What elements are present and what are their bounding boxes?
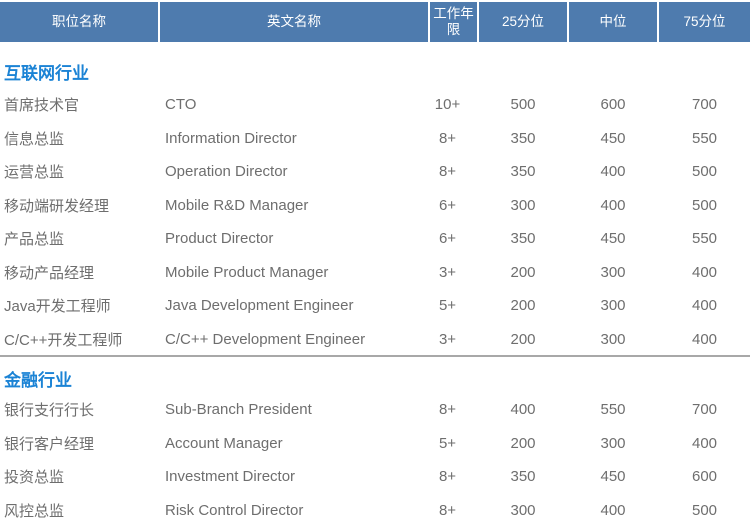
cell-median: 450 (600, 230, 626, 248)
cell-75th-percentile: 600 (691, 468, 718, 486)
cell-median: 300 (600, 330, 626, 348)
cell-work-years: 8+ (438, 501, 457, 519)
cell-work-years: 8+ (438, 401, 457, 419)
cell-work-years: 8+ (438, 129, 457, 147)
cell-75th-percentile: 500 (691, 501, 718, 519)
cell-median: 300 (600, 434, 626, 452)
table-row: 移动端研发经理 Mobile R&D Manager 6+ 300 400 50… (0, 189, 750, 223)
cell-25th-percentile: 400 (510, 401, 536, 419)
column-header-median: 中位 (569, 2, 657, 42)
cell-position-name: 首席技术官 (4, 97, 80, 115)
cell-25th-percentile: 200 (510, 330, 536, 348)
cell-work-years: 6+ (438, 196, 457, 214)
table-row: 银行客户经理 Account Manager 5+ 200 300 400 (0, 427, 750, 461)
cell-75th-percentile: 400 (691, 434, 718, 452)
table-header-row: 职位名称 英文名称 工作年限 25分位 中位 75分位 (0, 2, 750, 42)
cell-median: 600 (600, 96, 626, 114)
cell-25th-percentile: 200 (510, 263, 536, 281)
cell-25th-percentile: 350 (510, 230, 536, 248)
cell-median: 450 (600, 129, 626, 147)
section-title-finance-industry: 金融行业 (4, 371, 72, 390)
cell-work-years: 6+ (438, 230, 457, 248)
cell-english-name: Mobile Product Manager (165, 263, 329, 281)
cell-75th-percentile: 500 (691, 163, 718, 181)
cell-75th-percentile: 500 (691, 196, 718, 214)
table-row: 运营总监 Operation Director 8+ 350 400 500 (0, 155, 750, 189)
table-row: C/C++开发工程师 C/C++ Development Engineer 3+… (0, 323, 750, 357)
section-title-internet-industry: 互联网行业 (4, 64, 89, 83)
cell-75th-percentile: 550 (691, 129, 718, 147)
cell-median: 400 (600, 196, 626, 214)
cell-median: 450 (600, 468, 626, 486)
column-header-work-years: 工作年限 (430, 2, 477, 42)
cell-median: 400 (600, 501, 626, 519)
cell-25th-percentile: 500 (510, 96, 536, 114)
cell-position-name: 银行客户经理 (4, 435, 95, 453)
cell-75th-percentile: 550 (691, 230, 718, 248)
cell-25th-percentile: 350 (510, 468, 536, 486)
table-row: 首席技术官 CTO 10+ 500 600 700 (0, 88, 750, 122)
cell-median: 550 (600, 401, 626, 419)
table-row: 投资总监 Investment Director 8+ 350 450 600 (0, 460, 750, 494)
cell-position-name: 信息总监 (4, 130, 65, 148)
cell-75th-percentile: 700 (691, 96, 718, 114)
cell-position-name: 投资总监 (4, 469, 65, 487)
cell-position-name: 银行支行行长 (4, 402, 95, 420)
table-row: Java开发工程师 Java Development Engineer 5+ 2… (0, 289, 750, 323)
cell-position-name: 风控总监 (4, 502, 65, 520)
cell-25th-percentile: 200 (510, 434, 536, 452)
cell-english-name: Product Director (165, 230, 274, 248)
cell-median: 400 (600, 163, 626, 181)
cell-median: 300 (600, 263, 626, 281)
cell-75th-percentile: 700 (691, 401, 718, 419)
column-header-position-name: 职位名称 (0, 2, 158, 42)
internet-industry-rows: 首席技术官 CTO 10+ 500 600 700 信息总监 Informati… (0, 88, 750, 356)
cell-english-name: Investment Director (165, 468, 296, 486)
column-header-25th-percentile: 25分位 (479, 2, 567, 42)
cell-work-years: 10+ (434, 96, 461, 114)
cell-work-years: 8+ (438, 163, 457, 181)
section-divider-line (0, 355, 750, 357)
cell-english-name: Account Manager (165, 434, 283, 452)
cell-25th-percentile: 200 (510, 297, 536, 315)
cell-english-name: Sub-Branch President (165, 401, 312, 419)
cell-median: 300 (600, 297, 626, 315)
cell-75th-percentile: 400 (691, 330, 718, 348)
cell-position-name: 运营总监 (4, 164, 65, 182)
cell-75th-percentile: 400 (691, 263, 718, 281)
table-row: 银行支行行长 Sub-Branch President 8+ 400 550 7… (0, 393, 750, 427)
cell-25th-percentile: 300 (510, 196, 536, 214)
cell-work-years: 3+ (438, 263, 457, 281)
cell-english-name: CTO (165, 96, 197, 114)
table-row: 移动产品经理 Mobile Product Manager 3+ 200 300… (0, 256, 750, 290)
table-row: 风控总监 Risk Control Director 8+ 300 400 50… (0, 494, 750, 528)
finance-industry-rows: 银行支行行长 Sub-Branch President 8+ 400 550 7… (0, 393, 750, 527)
column-header-75th-percentile: 75分位 (659, 2, 750, 42)
cell-work-years: 3+ (438, 330, 457, 348)
table-row: 信息总监 Information Director 8+ 350 450 550 (0, 122, 750, 156)
cell-english-name: Operation Director (165, 163, 288, 181)
cell-english-name: Risk Control Director (165, 501, 304, 519)
cell-position-name: Java开发工程师 (4, 298, 111, 316)
cell-25th-percentile: 300 (510, 501, 536, 519)
cell-work-years: 5+ (438, 434, 457, 452)
cell-english-name: Mobile R&D Manager (165, 196, 309, 214)
column-header-english-name: 英文名称 (160, 2, 428, 42)
cell-25th-percentile: 350 (510, 163, 536, 181)
cell-english-name: Information Director (165, 129, 297, 147)
cell-75th-percentile: 400 (691, 297, 718, 315)
cell-work-years: 5+ (438, 297, 457, 315)
cell-english-name: C/C++ Development Engineer (165, 330, 366, 348)
cell-position-name: 产品总监 (4, 231, 65, 249)
cell-work-years: 8+ (438, 468, 457, 486)
table-row: 产品总监 Product Director 6+ 350 450 550 (0, 222, 750, 256)
cell-position-name: 移动产品经理 (4, 264, 95, 282)
cell-25th-percentile: 350 (510, 129, 536, 147)
cell-position-name: C/C++开发工程师 (4, 331, 123, 349)
cell-position-name: 移动端研发经理 (4, 197, 110, 215)
cell-english-name: Java Development Engineer (165, 297, 354, 315)
